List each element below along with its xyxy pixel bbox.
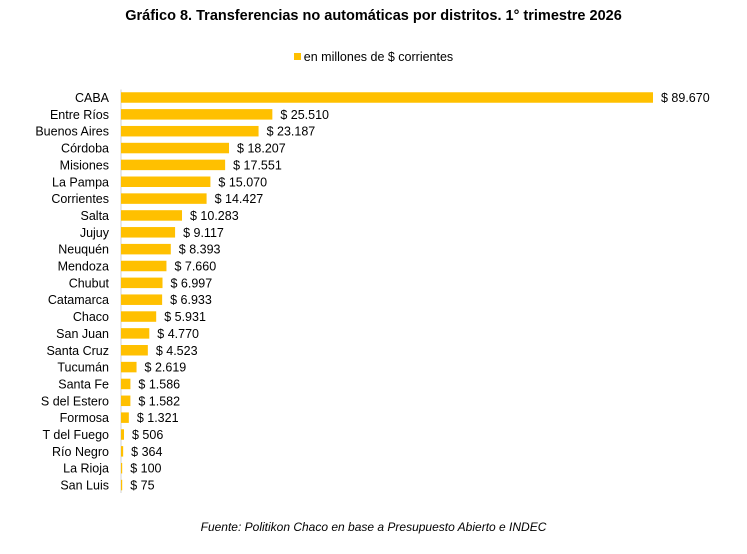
data-label: $ 2.619: [145, 361, 187, 375]
bar: [121, 193, 207, 204]
data-label: $ 15.070: [218, 175, 267, 189]
data-label: $ 18.207: [237, 142, 286, 156]
data-label: $ 1.321: [137, 411, 179, 425]
category-tick-label: Misiones: [60, 158, 109, 172]
data-label: $ 364: [131, 445, 162, 459]
bar: [121, 378, 131, 390]
category-tick-label: Chaco: [73, 310, 109, 324]
category-tick-label: Chubut: [69, 276, 110, 290]
category-tick-label: Entre Ríos: [50, 108, 109, 122]
bar: [121, 176, 211, 187]
data-label: $ 1.586: [138, 377, 180, 391]
bar: [121, 277, 163, 289]
category-tick-label: Mendoza: [58, 260, 109, 274]
chart-title: Gráfico 8. Transferencias no automáticas…: [125, 8, 622, 24]
data-label: $ 4.770: [157, 327, 199, 341]
category-tick-label: Formosa: [60, 411, 109, 425]
category-tick-label: San Luis: [60, 479, 109, 493]
category-tick-label: T del Fuego: [43, 428, 110, 442]
bar: [121, 92, 653, 103]
bar: [121, 142, 230, 154]
category-tick-label: Tucumán: [57, 361, 109, 375]
data-label: $ 506: [132, 428, 163, 442]
category-tick-label: Corrientes: [51, 192, 109, 206]
bar: [121, 328, 150, 339]
category-tick-label: Río Negro: [52, 445, 109, 459]
bar: [121, 479, 123, 491]
bar: [121, 125, 259, 137]
data-label: $ 5.931: [164, 310, 206, 324]
bar: [121, 311, 157, 322]
source-note: Fuente: Politikon Chaco en base a Presup…: [200, 520, 547, 534]
category-tick-label: CABA: [75, 91, 110, 105]
category-tick-label: Santa Cruz: [46, 344, 109, 358]
data-label: $ 25.510: [280, 108, 329, 122]
data-label: $ 100: [130, 462, 161, 476]
bar: [121, 361, 137, 373]
category-tick-label: Catamarca: [48, 293, 109, 307]
bar: [121, 260, 167, 272]
bar: [121, 462, 123, 474]
category-tick-label: Salta: [81, 209, 110, 223]
data-label: $ 4.523: [156, 344, 198, 358]
legend-swatch: [293, 53, 301, 60]
bar: [121, 243, 171, 255]
data-label: $ 14.427: [215, 192, 264, 206]
data-label: $ 89.670: [661, 91, 710, 105]
bar: [121, 446, 124, 457]
category-tick-label: Neuquén: [58, 243, 109, 257]
category-tick-label: San Juan: [56, 327, 109, 341]
data-label: $ 7.660: [174, 260, 216, 274]
data-label: $ 23.187: [267, 125, 316, 139]
category-tick-label: La Rioja: [63, 462, 109, 476]
bar: [121, 412, 129, 423]
bar: [121, 159, 226, 171]
data-label: $ 9.117: [183, 226, 224, 240]
category-tick-label: Córdoba: [61, 142, 109, 156]
category-tick-label: Santa Fe: [58, 377, 109, 391]
chart-legend: en millones de $ corrientes: [0, 50, 747, 64]
category-tick-label: Buenos Aires: [35, 125, 109, 139]
bar: [121, 294, 163, 305]
bar: [121, 345, 148, 356]
category-tick-label: S del Estero: [41, 394, 109, 408]
data-label: $ 10.283: [190, 209, 239, 223]
data-label: $ 75: [130, 479, 154, 493]
data-label: $ 17.551: [233, 158, 282, 172]
data-label: $ 6.997: [171, 276, 213, 290]
legend-label: en millones de $ corrientes: [303, 50, 454, 64]
data-label: $ 1.582: [138, 394, 180, 408]
bar: [121, 429, 125, 440]
category-tick-label: Jujuy: [80, 226, 110, 240]
data-label: $ 8.393: [179, 243, 221, 257]
bar: [121, 395, 131, 407]
data-label: $ 6.933: [170, 293, 212, 307]
bar: [121, 109, 273, 120]
category-tick-label: La Pampa: [52, 175, 109, 189]
bar: [121, 210, 183, 221]
bar: [121, 227, 176, 238]
